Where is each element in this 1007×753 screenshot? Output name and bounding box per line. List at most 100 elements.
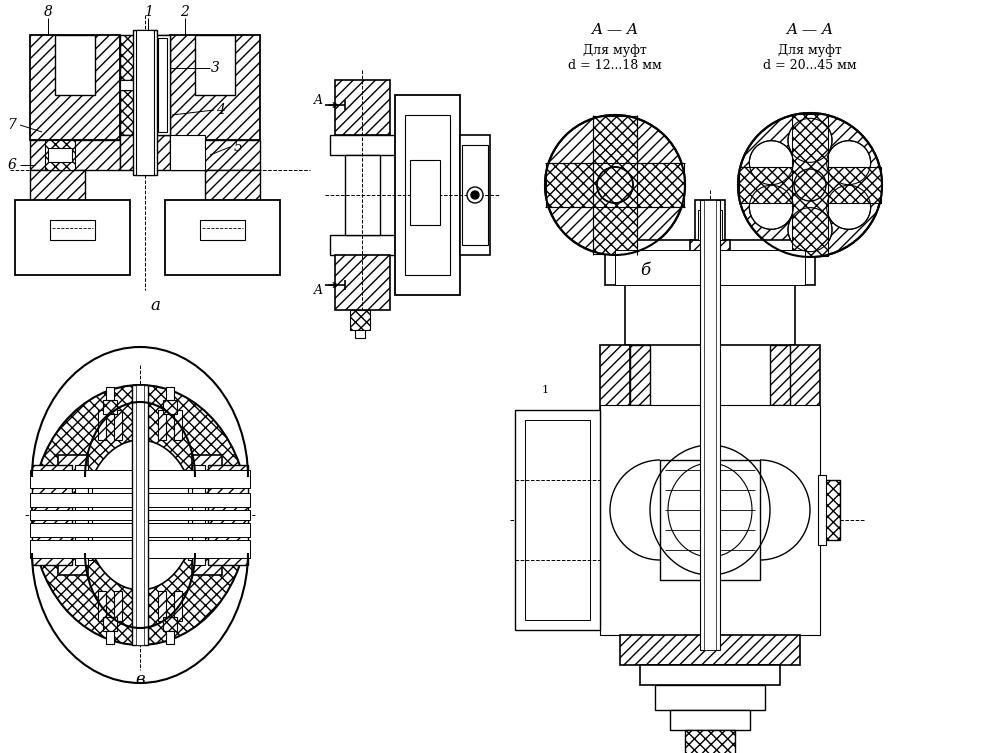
Bar: [132, 385, 148, 645]
Bar: [174, 591, 182, 621]
Bar: [30, 510, 250, 520]
Ellipse shape: [749, 185, 794, 230]
Bar: [103, 617, 117, 631]
Ellipse shape: [827, 185, 871, 230]
Bar: [208, 465, 248, 565]
Text: а: а: [150, 297, 160, 313]
Bar: [30, 35, 120, 140]
Text: 4: 4: [215, 103, 225, 117]
Bar: [30, 470, 250, 488]
Bar: [50, 220, 95, 240]
Bar: [30, 493, 250, 507]
Bar: [792, 114, 828, 256]
Bar: [685, 730, 735, 753]
Bar: [395, 95, 460, 295]
Ellipse shape: [32, 385, 248, 645]
Bar: [195, 35, 235, 95]
Bar: [739, 167, 881, 203]
Bar: [655, 685, 765, 710]
Ellipse shape: [738, 113, 882, 257]
Bar: [525, 420, 590, 620]
Bar: [335, 80, 390, 135]
Text: 5: 5: [234, 140, 243, 154]
Text: A — A: A — A: [591, 23, 638, 37]
Bar: [345, 155, 380, 235]
Ellipse shape: [788, 118, 832, 163]
Bar: [770, 345, 790, 405]
Ellipse shape: [597, 167, 633, 203]
Bar: [330, 235, 395, 255]
Bar: [170, 140, 260, 170]
Bar: [136, 30, 154, 175]
Bar: [546, 163, 684, 207]
Bar: [600, 345, 630, 585]
Bar: [114, 410, 122, 440]
Bar: [630, 345, 650, 405]
Bar: [355, 330, 365, 338]
Bar: [335, 255, 390, 310]
Bar: [174, 410, 182, 440]
Bar: [166, 631, 174, 644]
Bar: [30, 523, 250, 537]
Bar: [200, 220, 245, 240]
Bar: [630, 550, 650, 590]
Bar: [158, 38, 167, 132]
Bar: [698, 210, 722, 240]
Text: 6: 6: [8, 158, 16, 172]
Bar: [170, 135, 205, 170]
Text: 7: 7: [8, 118, 16, 132]
Bar: [133, 30, 157, 175]
Bar: [462, 145, 488, 245]
Bar: [114, 591, 122, 621]
Ellipse shape: [827, 141, 871, 184]
Ellipse shape: [85, 440, 195, 590]
Bar: [165, 200, 280, 275]
Bar: [615, 250, 805, 285]
Bar: [136, 385, 144, 645]
Bar: [15, 200, 130, 275]
Bar: [106, 631, 114, 644]
Bar: [55, 35, 95, 95]
Bar: [350, 310, 370, 330]
Bar: [695, 200, 725, 240]
Bar: [98, 410, 106, 440]
Ellipse shape: [749, 141, 794, 184]
Bar: [546, 163, 684, 207]
Ellipse shape: [471, 191, 479, 199]
Bar: [600, 405, 820, 635]
Bar: [48, 148, 71, 162]
Ellipse shape: [467, 187, 483, 203]
Bar: [818, 475, 826, 545]
Bar: [120, 80, 170, 90]
Bar: [625, 285, 795, 345]
Bar: [30, 170, 85, 200]
Bar: [700, 200, 720, 650]
Bar: [120, 135, 170, 170]
Bar: [120, 90, 170, 135]
Bar: [32, 465, 71, 565]
Bar: [205, 170, 260, 200]
Bar: [103, 400, 117, 414]
Ellipse shape: [545, 115, 685, 255]
Bar: [120, 35, 170, 80]
Bar: [790, 345, 820, 585]
Bar: [58, 455, 88, 575]
Text: 3: 3: [210, 61, 220, 75]
Bar: [593, 116, 637, 254]
Ellipse shape: [794, 169, 826, 201]
Bar: [620, 635, 800, 665]
Bar: [670, 710, 750, 730]
Bar: [593, 116, 637, 254]
Bar: [30, 540, 250, 558]
Ellipse shape: [92, 447, 188, 583]
Text: 2: 2: [180, 5, 189, 19]
Text: d = 12...18 мм: d = 12...18 мм: [568, 59, 662, 72]
Bar: [820, 480, 840, 540]
Bar: [88, 470, 92, 560]
Text: A — A: A — A: [786, 23, 834, 37]
Bar: [410, 160, 440, 225]
Bar: [660, 460, 760, 580]
Bar: [163, 617, 177, 631]
Bar: [192, 455, 222, 575]
Bar: [158, 591, 166, 621]
